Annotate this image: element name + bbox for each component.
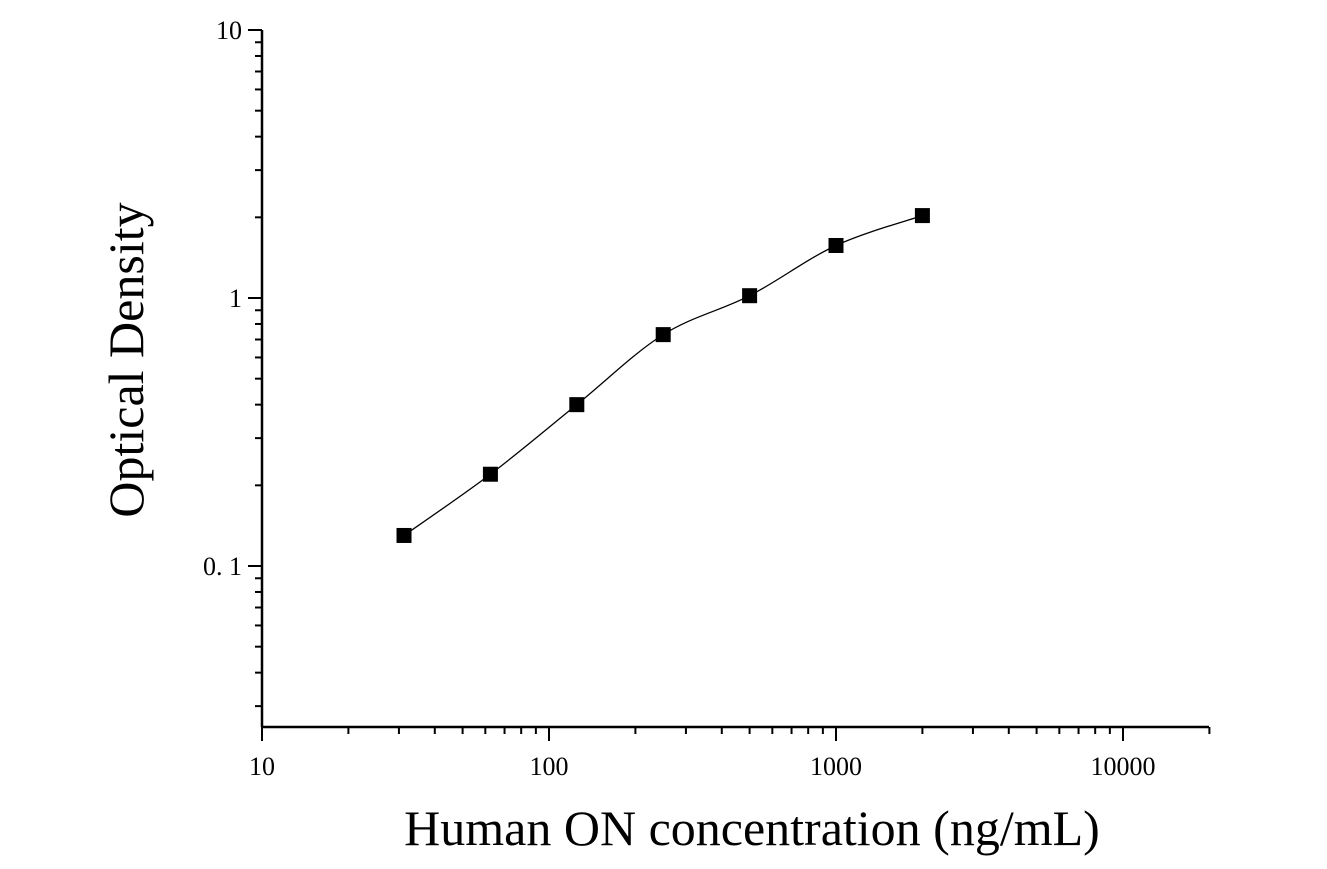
- x-tick-label: 10000: [1091, 752, 1156, 781]
- y-tick-label: 10: [216, 16, 242, 45]
- x-tick-label: 1000: [810, 752, 862, 781]
- x-axis: 10 100 1000 10000: [249, 725, 1211, 781]
- y-axis-title: Optical Density: [98, 202, 154, 517]
- data-point: [655, 327, 671, 343]
- data-point: [569, 397, 585, 413]
- data-point: [828, 237, 844, 253]
- y-tick-label: 1: [229, 284, 242, 313]
- data-point: [742, 288, 758, 304]
- y-tick-label: 0. 1: [203, 552, 242, 581]
- data-point: [914, 208, 930, 224]
- data-point: [396, 527, 412, 543]
- x-tick-label: 10: [249, 752, 275, 781]
- x-axis-title: Human ON concentration (ng/mL): [404, 800, 1100, 856]
- data-points: [396, 208, 930, 543]
- fit-curve-line: [403, 214, 923, 536]
- fit-curve: [403, 214, 923, 536]
- data-point: [482, 466, 498, 482]
- y-axis: 0. 1 1 10: [203, 16, 264, 727]
- x-tick-label: 100: [530, 752, 569, 781]
